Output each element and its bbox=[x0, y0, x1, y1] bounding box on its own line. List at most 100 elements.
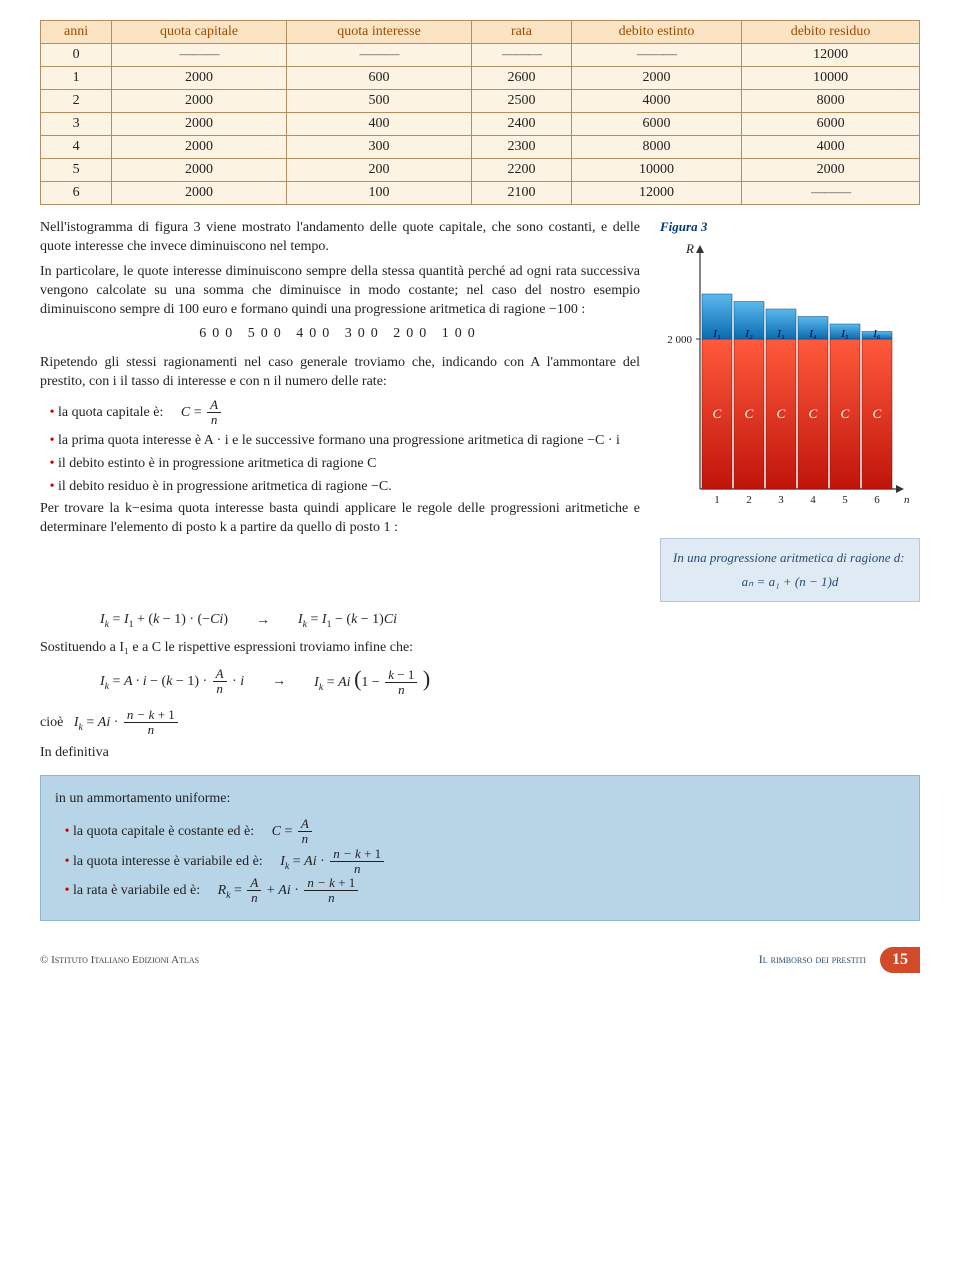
number-sequence: 600 500 400 300 200 100 bbox=[40, 325, 640, 344]
table-cell: 2200 bbox=[472, 159, 572, 182]
table-cell: ——— bbox=[571, 44, 741, 67]
svg-text:5: 5 bbox=[842, 494, 848, 506]
list-item: la prima quota interesse è A · i e le su… bbox=[58, 432, 640, 451]
table-cell: 2000 bbox=[742, 159, 920, 182]
table-cell: ——— bbox=[112, 44, 287, 67]
equation-row: Ik = I1 + (k − 1) · (−Ci) → Ik = I1 − (k… bbox=[100, 612, 920, 630]
table-cell: 2000 bbox=[112, 182, 287, 205]
table-header: quota capitale bbox=[112, 21, 287, 44]
svg-text:C: C bbox=[713, 406, 722, 421]
paragraph: In definitiva bbox=[40, 745, 920, 761]
amortization-table: anniquota capitalequota interesseratadeb… bbox=[40, 20, 920, 205]
table-header: quota interesse bbox=[286, 21, 471, 44]
table-cell: ——— bbox=[472, 44, 572, 67]
bar-chart-figure: R2 000I₁C1I₂C2I₃C3I₄C4I₅C5I₆C6n rate bbox=[660, 239, 910, 519]
list-item: la rata è variabile ed è: Rk = An + Ai ·… bbox=[73, 876, 905, 906]
table-cell: 100 bbox=[286, 182, 471, 205]
table-cell: 2000 bbox=[571, 67, 741, 90]
table-cell: 1 bbox=[41, 67, 112, 90]
table-header: debito residuo bbox=[742, 21, 920, 44]
aside-formula: aₙ = a₁ + (n − 1)d bbox=[673, 573, 907, 591]
svg-text:C: C bbox=[745, 406, 754, 421]
list-item: la quota capitale è costante ed è: C = A… bbox=[73, 817, 905, 847]
figure-label: Figura 3 bbox=[660, 219, 920, 235]
svg-text:1: 1 bbox=[714, 494, 720, 506]
paragraph: Ripetendo gli stessi ragionamenti nel ca… bbox=[40, 354, 640, 392]
svg-text:I₁: I₁ bbox=[712, 328, 721, 340]
table-cell: 2000 bbox=[112, 136, 287, 159]
list-item: il debito estinto è in progressione arit… bbox=[58, 455, 640, 474]
svg-text:3: 3 bbox=[778, 494, 784, 506]
table-cell: 400 bbox=[286, 113, 471, 136]
table-cell: 2600 bbox=[472, 67, 572, 90]
paragraph: Nell'istogramma di figura 3 viene mostra… bbox=[40, 219, 640, 257]
table-cell: 2500 bbox=[472, 90, 572, 113]
table-cell: 300 bbox=[286, 136, 471, 159]
svg-text:2: 2 bbox=[746, 494, 752, 506]
table-cell: 8000 bbox=[742, 90, 920, 113]
table-cell: 2300 bbox=[472, 136, 572, 159]
table-cell: 2000 bbox=[112, 159, 287, 182]
body-text: Nell'istogramma di figura 3 viene mostra… bbox=[40, 219, 640, 602]
paragraph: Sostituendo a I₁ e a C le rispettive esp… bbox=[40, 640, 920, 656]
table-cell: 4000 bbox=[571, 90, 741, 113]
svg-text:I₆: I₆ bbox=[872, 328, 881, 340]
svg-text:C: C bbox=[841, 406, 850, 421]
table-cell: 2100 bbox=[472, 182, 572, 205]
table-cell: 12000 bbox=[742, 44, 920, 67]
svg-text:I₄: I₄ bbox=[808, 328, 817, 340]
table-cell: 10000 bbox=[742, 67, 920, 90]
table-header: anni bbox=[41, 21, 112, 44]
table-cell: 8000 bbox=[571, 136, 741, 159]
paragraph: In particolare, le quote interesse dimin… bbox=[40, 263, 640, 320]
svg-text:C: C bbox=[777, 406, 786, 421]
paragraph: Per trovare la k−esima quota interesse b… bbox=[40, 500, 640, 538]
table-cell: 6000 bbox=[571, 113, 741, 136]
svg-text:n rate: n rate bbox=[904, 494, 910, 506]
table-cell: 12000 bbox=[571, 182, 741, 205]
summary-callout: in un ammortamento uniforme: la quota ca… bbox=[40, 775, 920, 920]
list-item: la quota capitale è: C = An bbox=[58, 398, 640, 428]
table-cell: 6 bbox=[41, 182, 112, 205]
copyright-text: © Istituto Italiano Edizioni Atlas bbox=[40, 954, 199, 966]
section-title: Il rimborso dei prestiti bbox=[759, 952, 866, 967]
aside-text: In una progressione aritmetica di ragion… bbox=[673, 549, 907, 567]
bullet-list: la quota capitale è: C = An la prima quo… bbox=[40, 398, 640, 496]
list-item: il debito residuo è in progressione arit… bbox=[58, 478, 640, 497]
table-cell: ——— bbox=[286, 44, 471, 67]
table-cell: 2000 bbox=[112, 113, 287, 136]
callout-heading: in un ammortamento uniforme: bbox=[55, 786, 905, 813]
table-cell: 3 bbox=[41, 113, 112, 136]
table-cell: 600 bbox=[286, 67, 471, 90]
table-row: 32000400240060006000 bbox=[41, 113, 920, 136]
table-cell: 2 bbox=[41, 90, 112, 113]
table-cell: 10000 bbox=[571, 159, 741, 182]
table-cell: 4 bbox=[41, 136, 112, 159]
table-cell: 2000 bbox=[112, 67, 287, 90]
svg-text:I₅: I₅ bbox=[840, 328, 849, 340]
table-row: 22000500250040008000 bbox=[41, 90, 920, 113]
table-header: debito estinto bbox=[571, 21, 741, 44]
table-row: 120006002600200010000 bbox=[41, 67, 920, 90]
svg-text:C: C bbox=[809, 406, 818, 421]
list-item: la quota interesse è variabile ed è: Ik … bbox=[73, 847, 905, 877]
table-cell: ——— bbox=[742, 182, 920, 205]
table-cell: 6000 bbox=[742, 113, 920, 136]
aside-formula-box: In una progressione aritmetica di ragion… bbox=[660, 538, 920, 602]
table-cell: 2000 bbox=[112, 90, 287, 113]
table-row: 42000300230080004000 bbox=[41, 136, 920, 159]
equation-row: Ik = A · i − (k − 1) · An · i → Ik = Ai … bbox=[100, 666, 920, 698]
table-cell: 4000 bbox=[742, 136, 920, 159]
table-row: 520002002200100002000 bbox=[41, 159, 920, 182]
table-cell: 5 bbox=[41, 159, 112, 182]
svg-text:6: 6 bbox=[874, 494, 880, 506]
table-cell: 2400 bbox=[472, 113, 572, 136]
table-row: 0————————————12000 bbox=[41, 44, 920, 67]
svg-text:I₃: I₃ bbox=[776, 328, 785, 340]
table-header: rata bbox=[472, 21, 572, 44]
table-row: 62000100210012000——— bbox=[41, 182, 920, 205]
table-cell: 200 bbox=[286, 159, 471, 182]
svg-text:2 000: 2 000 bbox=[667, 334, 692, 346]
page-number: 15 bbox=[880, 947, 920, 973]
page-footer: © Istituto Italiano Edizioni Atlas Il ri… bbox=[0, 947, 960, 989]
